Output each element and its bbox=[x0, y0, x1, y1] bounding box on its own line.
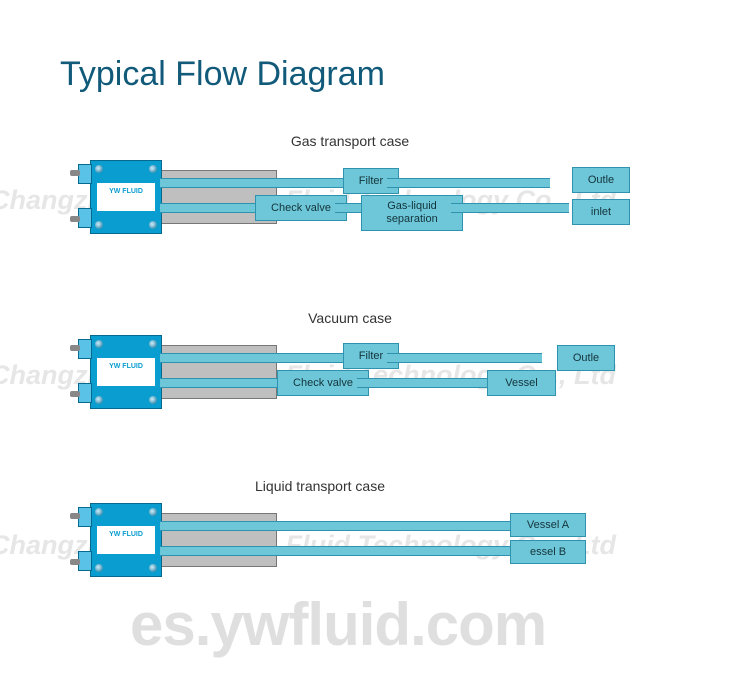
tube bbox=[451, 203, 569, 213]
pump-logo: YW FLUID bbox=[97, 358, 155, 386]
case-title-gas: Gas transport case bbox=[250, 133, 450, 149]
inlet-box: inlet bbox=[572, 199, 630, 225]
tube bbox=[160, 546, 510, 556]
vessel-b-box: essel B bbox=[510, 540, 586, 564]
case-title-vacuum: Vacuum case bbox=[250, 310, 450, 326]
tube bbox=[160, 378, 277, 388]
vessel-a-box: Vessel A bbox=[510, 513, 586, 537]
outlet-box: Outle bbox=[557, 345, 615, 371]
tube bbox=[335, 203, 361, 213]
watermark-url: es.ywfluid.com bbox=[130, 590, 546, 659]
pump-gas: YW FLUID bbox=[50, 160, 270, 232]
gas-liquid-sep-box: Gas-liquid separation bbox=[361, 195, 463, 231]
check-valve-box: Check valve bbox=[255, 195, 347, 221]
pump-logo: YW FLUID bbox=[97, 183, 155, 211]
pump-liquid: YW FLUID bbox=[50, 503, 270, 575]
tube bbox=[160, 353, 343, 363]
tube bbox=[160, 178, 343, 188]
pump-vacuum: YW FLUID bbox=[50, 335, 270, 407]
pump-logo: YW FLUID bbox=[97, 526, 155, 554]
page-title: Typical Flow Diagram bbox=[60, 55, 385, 94]
tube bbox=[357, 378, 487, 388]
outlet-box: Outle bbox=[572, 167, 630, 193]
tube bbox=[160, 521, 510, 531]
check-valve-box: Check valve bbox=[277, 370, 369, 396]
case-title-liquid: Liquid transport case bbox=[220, 478, 420, 494]
pump-head: YW FLUID bbox=[90, 160, 162, 234]
pump-head: YW FLUID bbox=[90, 503, 162, 577]
pump-head: YW FLUID bbox=[90, 335, 162, 409]
vessel-box: Vessel bbox=[487, 370, 556, 396]
tube bbox=[160, 203, 255, 213]
tube bbox=[387, 178, 550, 188]
tube bbox=[387, 353, 542, 363]
